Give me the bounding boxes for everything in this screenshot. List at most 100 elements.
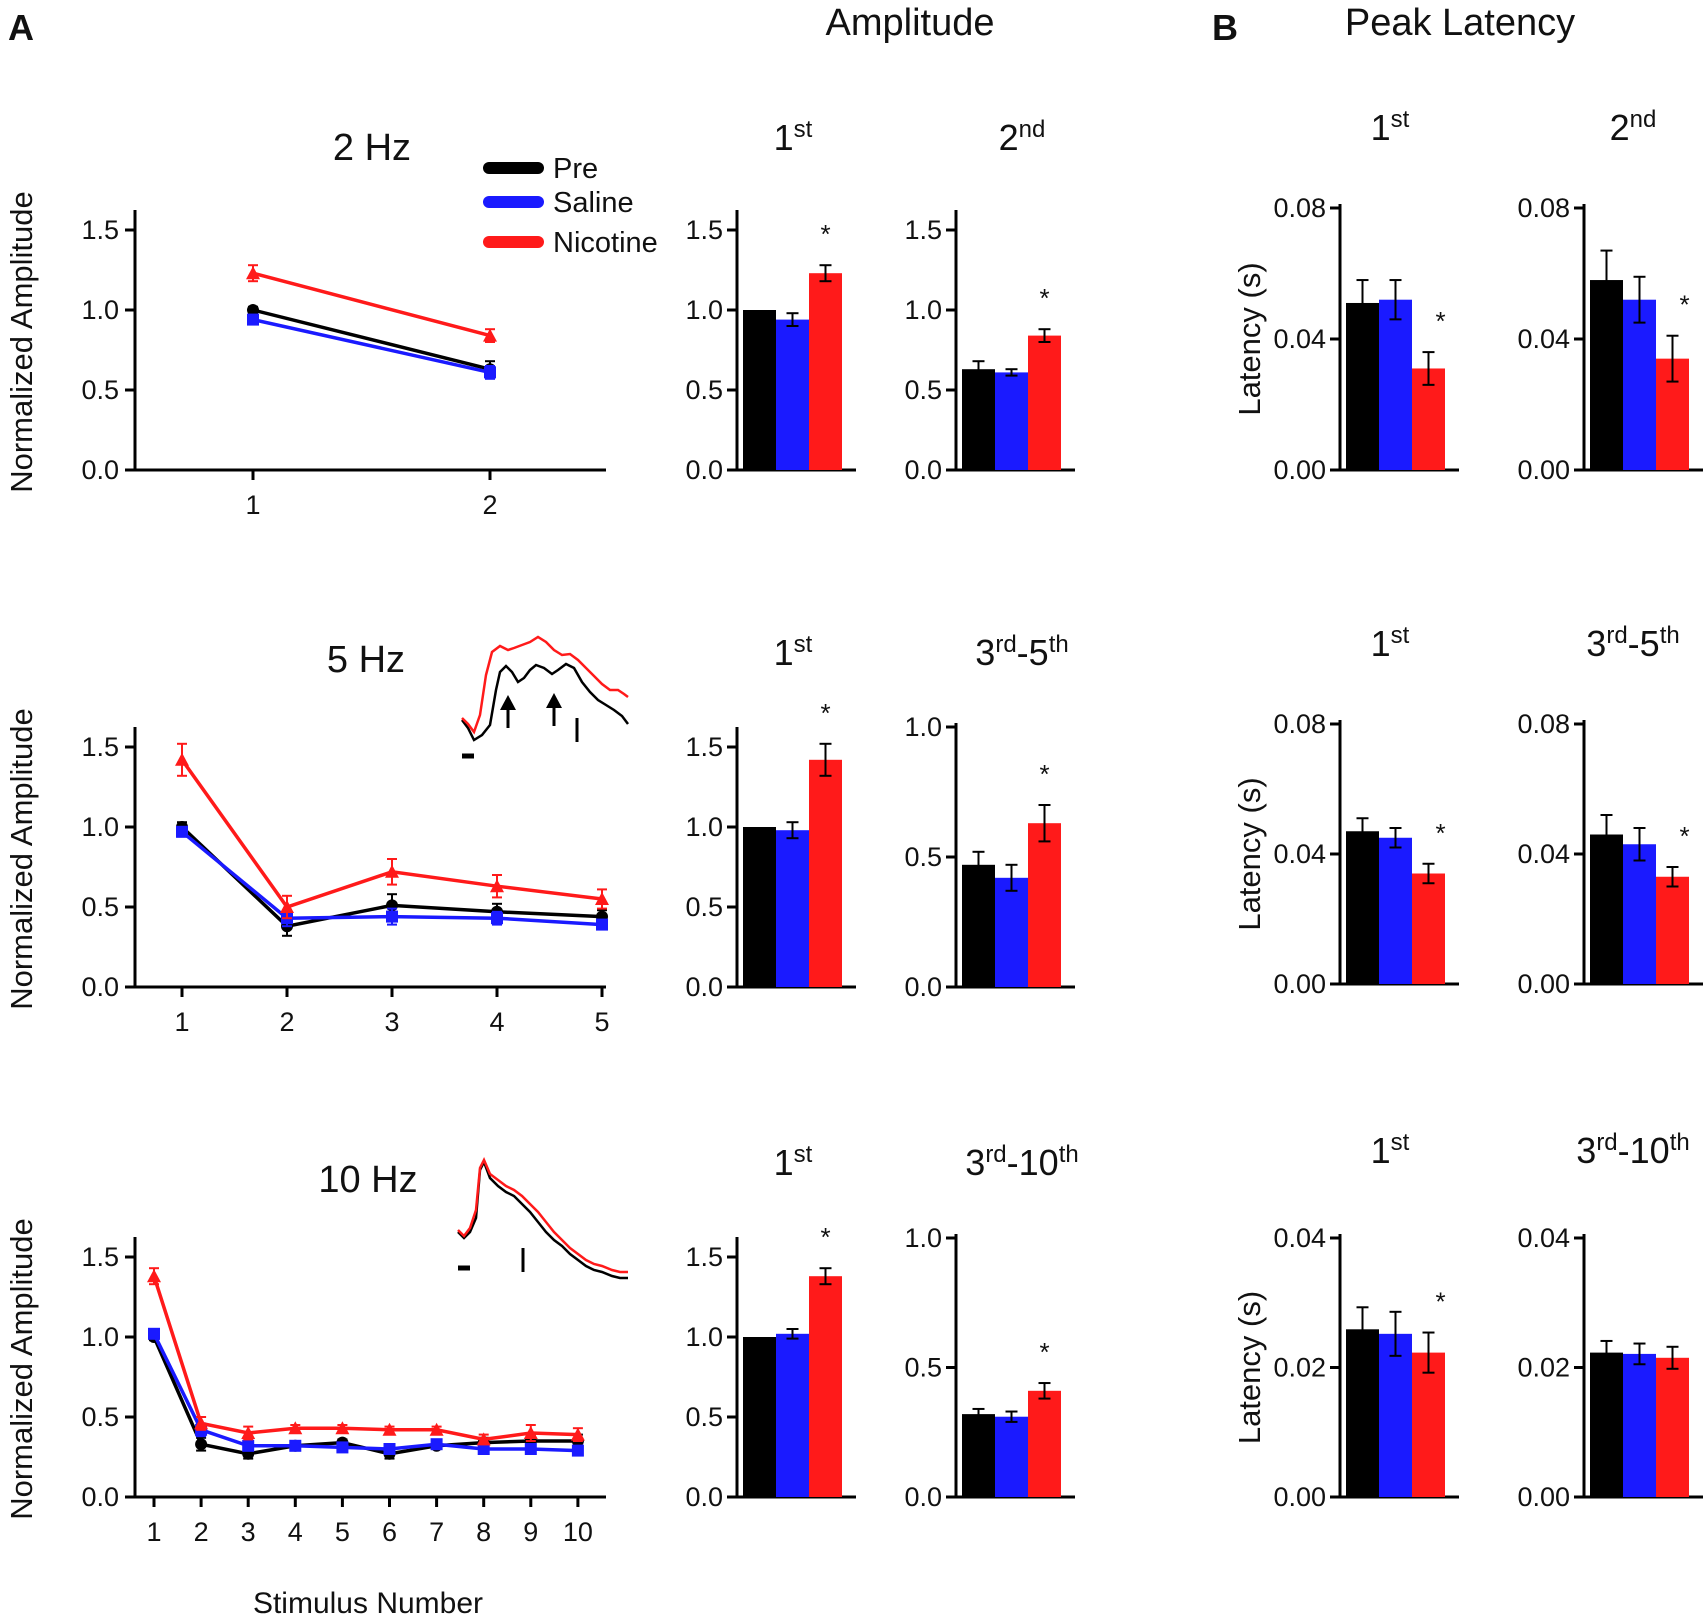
x-tick-label: 8	[476, 1517, 491, 1547]
bar-saline	[1623, 299, 1656, 470]
y-tick-label: 0.02	[1273, 1353, 1326, 1383]
series-line	[252, 308, 491, 371]
data-point	[476, 1432, 491, 1446]
panel-label-a: A	[8, 7, 34, 48]
significance-star: *	[1039, 283, 1049, 313]
x-tick-label: 5	[335, 1517, 350, 1547]
significance-star: *	[1039, 759, 1049, 789]
y-tick-label: 0.5	[81, 892, 119, 922]
y-tick-label: 0.08	[1517, 709, 1570, 739]
series-line	[252, 317, 491, 375]
bar-pre	[743, 310, 776, 470]
bar-pre	[962, 1414, 995, 1497]
chart-title: 5 Hz	[327, 639, 405, 681]
bar-nicotine	[1412, 1352, 1445, 1497]
x-tick-label: 2	[194, 1517, 209, 1547]
chart-title: 2 Hz	[333, 127, 411, 169]
bar-saline	[1379, 299, 1412, 470]
data-point	[382, 1422, 397, 1436]
x-tick-label: 5	[594, 1007, 609, 1037]
panel-label-b: B	[1212, 7, 1238, 48]
bar-chart-title: 2nd	[999, 116, 1046, 159]
series-line	[152, 1333, 578, 1453]
y-tick-label: 0.00	[1273, 969, 1326, 999]
significance-star: *	[820, 219, 830, 249]
y-tick-label: 1.5	[685, 215, 723, 245]
y-axis-label: Normalized Amplitude	[4, 708, 39, 1010]
data-point	[385, 864, 399, 878]
chart-lat-10hz-3-10: 3rd-10th 0.00 0.02 0.04	[1517, 1129, 1703, 1512]
y-tick-label: 0.04	[1517, 1223, 1570, 1253]
bar-saline	[995, 1416, 1028, 1497]
y-axis-label: Latency (s)	[1232, 777, 1267, 930]
data-point	[246, 266, 260, 280]
y-tick-label: 1.0	[685, 1322, 723, 1352]
x-tick-label: 7	[429, 1517, 444, 1547]
y-tick-label: 0.5	[685, 375, 723, 405]
bar-nicotine	[809, 273, 842, 470]
y-tick-label: 0.04	[1273, 324, 1326, 354]
bar-chart-title: 3rd-10th	[965, 1141, 1078, 1184]
bar-chart-title: 1st	[1371, 622, 1410, 665]
chart-lat-5hz-3-5: 3rd-5th 0.00 0.04 0.08 *	[1517, 622, 1703, 999]
series-saline	[247, 313, 496, 380]
significance-star: *	[1435, 818, 1445, 848]
y-tick-label: 0.00	[1273, 455, 1326, 485]
y-tick-label: 0.0	[685, 1482, 723, 1512]
data-point	[288, 1421, 303, 1435]
data-point	[524, 1443, 537, 1455]
y-tick-label: 0.00	[1517, 1482, 1570, 1512]
bar-pre	[1346, 831, 1379, 984]
bar-pre	[962, 369, 995, 470]
bar-saline	[776, 319, 809, 470]
significance-star: *	[1039, 1337, 1049, 1367]
inset-trace-5hz	[461, 635, 629, 759]
y-tick-label: 0.5	[904, 375, 942, 405]
x-tick-label: 10	[563, 1517, 593, 1547]
y-tick-label: 0.5	[81, 375, 119, 405]
chart-amp-2hz-1st: 1st 0.0 0.5 1.0 1.5 *	[685, 116, 856, 485]
legend-label-saline: Saline	[553, 187, 634, 219]
bar-pre	[1346, 302, 1379, 470]
y-tick-label: 0.08	[1273, 193, 1326, 223]
data-point	[242, 1439, 255, 1452]
data-point	[483, 328, 497, 342]
y-tick-label: 0.00	[1273, 1482, 1326, 1512]
y-tick-label: 1.5	[904, 215, 942, 245]
series-saline	[148, 1327, 584, 1457]
bar-saline	[995, 877, 1028, 987]
arrow-up-icon	[546, 693, 562, 726]
bar-pre	[1590, 834, 1623, 984]
bar-nicotine	[1656, 1357, 1689, 1497]
y-tick-label: 0.5	[904, 1353, 942, 1383]
inset-trace-10hz	[457, 1157, 628, 1280]
chart-lat-2hz-2nd: 2nd 0.00 0.04 0.08 *	[1517, 106, 1703, 485]
data-point	[241, 1426, 256, 1439]
chart-amp-2hz-2nd: 2nd 0.0 0.5 1.0 1.5 *	[904, 116, 1075, 485]
chart-lat-2hz-1st: 1st 0.00 0.04 0.08 Latency (s) *	[1232, 106, 1459, 485]
bar-chart-title: 2nd	[1610, 106, 1657, 149]
data-point	[289, 1439, 302, 1452]
latency-section-title: Peak Latency	[1345, 2, 1575, 44]
bar-nicotine	[1656, 876, 1689, 984]
significance-star: *	[1679, 290, 1689, 320]
series-nicotine	[175, 742, 609, 920]
data-point	[430, 1438, 443, 1451]
data-point	[194, 1416, 209, 1430]
data-point	[490, 879, 504, 893]
data-point	[247, 304, 259, 316]
significance-star: *	[820, 698, 830, 728]
bar-saline	[1623, 1353, 1656, 1497]
bar-saline	[1623, 844, 1656, 984]
chart-line-10hz: 10 Hz 0.0 0.5 1.0 1.5 1 2 3 4 5 6 7 8 9 10 Normalized A…	[4, 1159, 606, 1547]
chart-title: 10 Hz	[318, 1159, 417, 1201]
y-tick-label: 0.08	[1273, 709, 1326, 739]
bar-saline	[776, 1333, 809, 1497]
series-pre	[148, 1331, 584, 1460]
chart-amp-10hz-3-10: 3rd-10th 0.0 0.5 1.0 *	[904, 1141, 1078, 1513]
chart-amp-10hz-1st: 1st 0.0 0.5 1.0 1.5 *	[685, 1141, 856, 1512]
bar-nicotine	[1028, 335, 1061, 470]
bar-chart-title: 1st	[774, 1141, 813, 1184]
y-tick-label: 1.0	[81, 812, 119, 842]
bar-saline	[1379, 837, 1412, 984]
